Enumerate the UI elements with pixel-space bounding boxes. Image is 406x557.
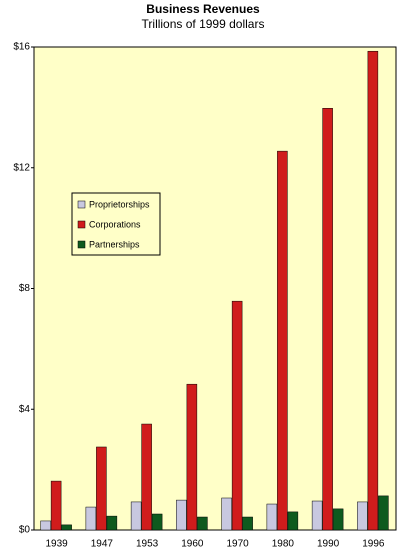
y-tick-label: $4 — [19, 404, 31, 415]
bar — [287, 511, 299, 531]
chart-subtitle: Trillions of 1999 dollars — [142, 17, 265, 31]
bar — [186, 383, 198, 531]
bar — [231, 300, 243, 531]
legend-swatch — [77, 200, 86, 209]
bar — [50, 480, 62, 531]
bar — [322, 108, 333, 531]
bar — [40, 520, 51, 531]
bar — [332, 508, 344, 531]
y-tick-label: $8 — [19, 283, 31, 294]
legend-swatch — [77, 240, 86, 249]
legend-swatch — [77, 220, 86, 229]
bar — [197, 516, 208, 531]
y-tick-label: $0 — [19, 525, 31, 536]
bar — [85, 506, 97, 531]
y-tick-label: $16 — [13, 42, 30, 53]
legend-label: Proprietorships — [89, 199, 150, 209]
bar — [176, 499, 187, 531]
legend-label: Corporations — [89, 219, 141, 229]
x-tick-label: 1939 — [46, 539, 69, 550]
bar — [378, 495, 389, 531]
x-tick-label: 1960 — [181, 539, 204, 550]
legend-box — [71, 192, 161, 256]
bar — [96, 446, 107, 531]
x-tick-label: 1990 — [317, 539, 340, 550]
legend-label: Partnerships — [89, 239, 140, 249]
bar — [151, 513, 163, 531]
x-tick-label: 1980 — [272, 539, 295, 550]
bar — [367, 50, 379, 531]
y-tick-label: $12 — [13, 162, 30, 173]
chart-title: Business Revenues — [146, 2, 260, 16]
bar — [61, 524, 72, 531]
bar — [266, 503, 278, 531]
x-tick-label: 1947 — [91, 539, 114, 550]
bar — [141, 423, 152, 531]
bar — [221, 497, 232, 531]
bar — [106, 515, 118, 531]
plot-area — [33, 46, 397, 531]
bar — [242, 516, 253, 531]
x-tick-label: 1953 — [136, 539, 159, 550]
x-tick-label: 1996 — [362, 539, 385, 550]
bar — [357, 501, 368, 531]
bar — [130, 501, 142, 531]
x-tick-label: 1970 — [227, 539, 250, 550]
bar — [311, 500, 323, 531]
bar — [277, 150, 288, 531]
